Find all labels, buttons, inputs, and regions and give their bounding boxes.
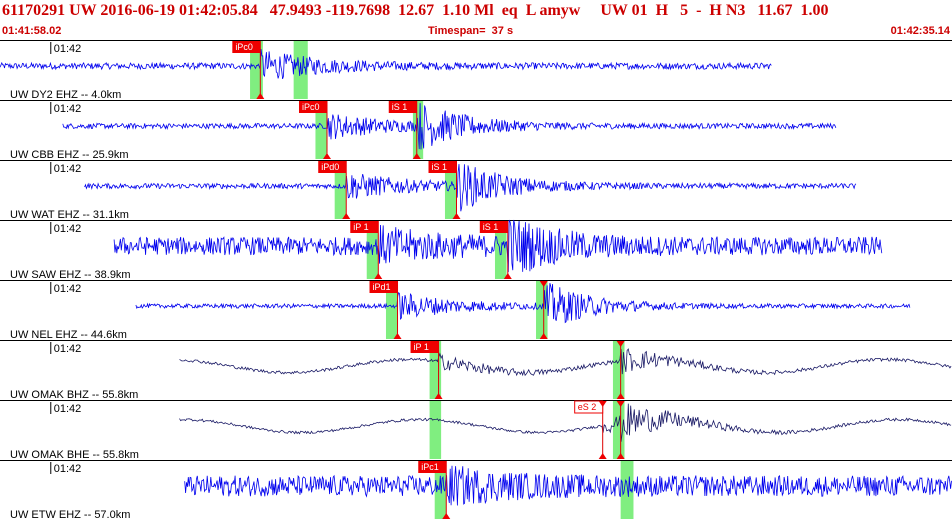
waveform-line (179, 348, 952, 377)
pick-window (334, 161, 347, 219)
time-tick-label: 01:42 (54, 103, 82, 115)
pick-marker-bottom (616, 453, 625, 459)
station-label: UW OMAK BHZ -- 55.8km (10, 389, 138, 401)
time-tick-label: 01:42 (54, 343, 82, 355)
trace-row[interactable]: 01:42 eS 2 UW OMAK BHE -- 55.8km (10, 400, 952, 461)
waveform-line (184, 465, 952, 506)
pick-window (444, 161, 457, 219)
pick-label: iS 1 (432, 162, 448, 172)
timespan-label: Timespan= 37 s (428, 25, 514, 37)
pick-window (612, 401, 625, 459)
pick-window (429, 401, 442, 459)
pick-label: iP 1 (353, 222, 368, 232)
time-tick-label: 01:42 (54, 283, 82, 295)
pick-marker-top (598, 401, 607, 407)
pick-window (250, 41, 263, 99)
pick-marker-bottom (503, 273, 512, 279)
pick-window (536, 281, 548, 339)
pick-label: iS 1 (483, 222, 499, 232)
station-label: UW NEL EHZ -- 44.6km (10, 329, 127, 341)
pick-window (385, 281, 398, 339)
trace-row[interactable]: 01:42 iPd1 UW NEL EHZ -- 44.6km (10, 281, 911, 341)
pick-label: iPc1 (421, 462, 439, 472)
waveform-line (135, 282, 911, 324)
pick-marker-bottom (616, 393, 625, 399)
pick-marker-bottom (412, 153, 421, 159)
time-tick-label: 01:42 (54, 463, 82, 475)
pick-window (620, 461, 634, 519)
trace-row[interactable]: 01:42 iPc0 iS 1 UW CBB EHZ -- 25.9km (10, 101, 837, 161)
trace-row[interactable]: 01:42 iPd0 iS 1 UW WAT EHZ -- 31.1km (10, 161, 857, 221)
pick-box (410, 341, 439, 353)
pick-window (315, 101, 327, 159)
pick-label: iPc0 (302, 102, 320, 112)
time-tick-label: 01:42 (54, 163, 82, 175)
event-summary: 61170291 UW 2016-06-19 01:42:05.84 47.94… (2, 2, 829, 19)
window-start-time: 01:41:58.02 (2, 25, 62, 37)
station-label: UW DY2 EHZ -- 4.0km (10, 89, 121, 101)
station-label: UW SAW EHZ -- 38.9km (10, 269, 131, 281)
pick-marker-bottom (322, 153, 331, 159)
station-label: UW CBB EHZ -- 25.9km (10, 149, 129, 161)
pick-label: iPd0 (321, 162, 339, 172)
pick-marker-top (616, 341, 625, 347)
window-end-time: 01:42:35.14 (890, 25, 950, 37)
pick-box (388, 101, 417, 113)
pick-marker-bottom (374, 273, 383, 279)
pick-window (612, 341, 625, 399)
pick-box (298, 101, 327, 113)
pick-label: iS 1 (392, 102, 408, 112)
pick-label: iPd1 (373, 282, 391, 292)
pick-window (293, 41, 308, 99)
pick-window (494, 221, 507, 279)
waveform-line (179, 403, 952, 442)
trace-row[interactable]: 01:42 iPc0 UW DY2 EHZ -- 4.0km (0, 41, 772, 101)
pick-label: iPc0 (235, 42, 253, 52)
pick-box (428, 161, 457, 173)
pick-box (318, 161, 347, 173)
trace-row[interactable]: 01:42 iP 1 UW OMAK BHZ -- 55.8km (10, 341, 952, 401)
pick-marker-top (616, 401, 625, 407)
pick-marker-bottom (393, 333, 402, 339)
pick-window (434, 461, 447, 519)
waveform-line (84, 164, 857, 212)
pick-marker-bottom (598, 453, 607, 459)
pick-marker-bottom (539, 333, 548, 339)
pick-box (232, 41, 261, 53)
pick-box (369, 281, 398, 293)
pick-box (479, 221, 508, 233)
trace-row[interactable]: 01:42 iP 1 iS 1 UW SAW EHZ -- 38.9km (10, 219, 883, 281)
pick-marker-bottom (442, 513, 451, 519)
station-label: UW WAT EHZ -- 31.1km (10, 209, 129, 221)
waveform-line (113, 219, 883, 273)
waveform-line (0, 48, 772, 80)
pick-box (350, 221, 379, 233)
pick-marker-bottom (342, 213, 351, 219)
pick-label: iP 1 (414, 342, 429, 352)
pick-label: eS 2 (578, 402, 597, 412)
pick-marker-bottom (434, 393, 443, 399)
pick-window (429, 341, 442, 399)
station-label: UW ETW EHZ -- 57.0km (10, 509, 130, 520)
pick-marker-top (539, 281, 548, 287)
time-tick-label: 01:42 (54, 403, 82, 415)
time-tick-label: 01:42 (54, 223, 82, 235)
station-label: UW OMAK BHE -- 55.8km (10, 449, 139, 461)
waveform-line (62, 103, 837, 150)
pick-marker-bottom (452, 213, 461, 219)
trace-row[interactable]: 01:42 iPc1 UW ETW EHZ -- 57.0km (10, 461, 952, 520)
time-tick-label: 01:42 (54, 43, 82, 55)
event-header: 61170291 UW 2016-06-19 01:42:05.84 47.94… (0, 0, 952, 42)
pick-marker-bottom (256, 93, 265, 99)
pick-box (418, 461, 447, 473)
